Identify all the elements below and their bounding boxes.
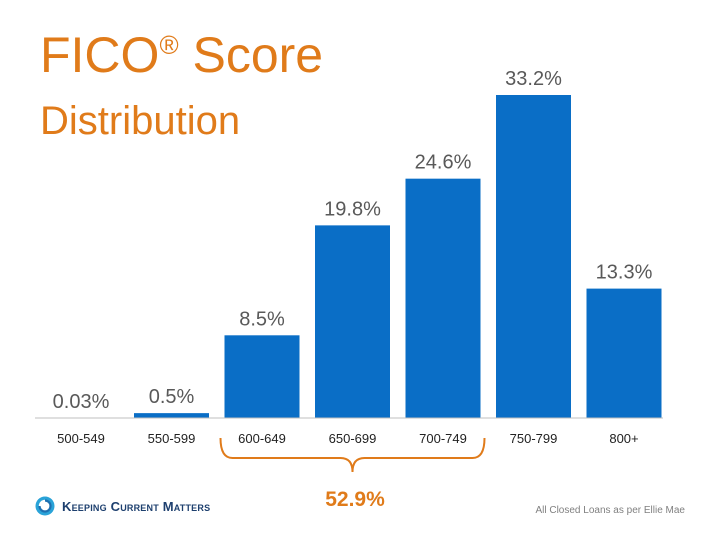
value-label-550-599: 0.5% [149,386,195,408]
category-label-500-549: 500-549 [57,431,105,446]
category-label-800+: 800+ [609,431,638,446]
bracket-brace [219,437,486,473]
bracket-total-label: 52.9% [325,488,385,511]
bar-750-799 [496,95,571,418]
category-label-650-699: 650-699 [329,431,377,446]
category-label-600-649: 600-649 [238,431,286,446]
kcm-logo-icon [35,496,55,516]
value-label-700-749: 24.6% [415,152,472,174]
value-label-750-799: 33.2% [505,68,562,90]
value-label-600-649: 8.5% [239,308,285,330]
logo: Keeping Current Matters [35,496,210,516]
category-label-700-749: 700-749 [419,431,467,446]
bar-550-599 [134,413,209,418]
bar-600-649 [224,335,300,418]
registered-mark: ® [159,30,179,60]
category-label-750-799: 750-799 [510,431,558,446]
source-note: All Closed Loans as per Ellie Mae [535,505,685,516]
chart-subtitle: Distribution [40,99,241,143]
category-label-550-599: 550-599 [148,431,196,446]
value-label-800+: 13.3% [596,262,653,284]
logo-text: Keeping Current Matters [62,498,211,514]
bar-650-699 [315,225,390,418]
bar-800+ [586,288,662,418]
value-label-500-549: 0.03% [53,391,110,413]
value-label-650-699: 19.8% [324,198,381,220]
bar-700-749 [405,178,481,418]
chart-title: FICO® Score [40,27,324,83]
